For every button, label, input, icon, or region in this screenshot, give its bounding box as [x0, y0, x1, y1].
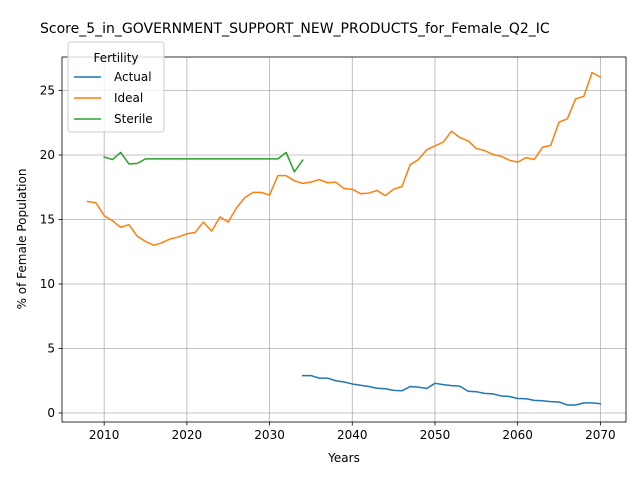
x-tick-label: 2050: [420, 428, 451, 442]
series-line-sterile: [103, 151, 304, 173]
x-tick-label: 2070: [585, 428, 616, 442]
legend-items: Actual Ideal Sterile: [74, 70, 153, 126]
y-tick-label: 15: [40, 213, 55, 227]
series-line-actual: [301, 374, 602, 406]
y-tick-label: 20: [40, 148, 55, 162]
y-tick-label: 0: [47, 406, 55, 420]
legend-label-actual: Actual: [114, 70, 152, 84]
legend-title: Fertility: [93, 51, 138, 65]
x-axis: 2010 2020 2030 2040 2050 2060 2070: [89, 422, 616, 442]
y-axis-title: % of Female Population: [15, 169, 29, 310]
series-line-ideal: [86, 71, 602, 247]
x-tick-label: 2020: [172, 428, 203, 442]
x-tick-label: 2010: [89, 428, 120, 442]
x-tick-label: 2040: [337, 428, 368, 442]
chart-title: Score_5_in_GOVERNMENT_SUPPORT_NEW_PRODUC…: [40, 21, 550, 37]
x-axis-title: Years: [327, 451, 360, 465]
legend-label-ideal: Ideal: [114, 91, 143, 105]
x-tick-label: 2060: [502, 428, 533, 442]
x-tick-label: 2030: [254, 428, 285, 442]
y-tick-label: 10: [40, 277, 55, 291]
y-tick-label: 5: [47, 341, 55, 355]
grid: [62, 57, 626, 422]
y-tick-label: 25: [40, 84, 55, 98]
plot-frame: [61, 56, 627, 423]
y-axis: 0 5 10 15 20 25: [40, 84, 62, 420]
legend: Fertility Actual Ideal Sterile: [67, 41, 165, 133]
legend-label-sterile: Sterile: [114, 112, 153, 126]
series-layer: [86, 71, 602, 406]
legend-box: [67, 41, 165, 133]
